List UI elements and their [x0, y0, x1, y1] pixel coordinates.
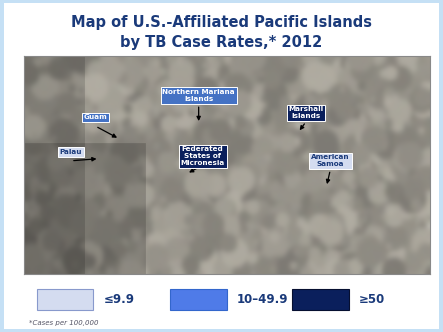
Bar — [170, 289, 227, 310]
Text: American
Samoa: American Samoa — [311, 154, 350, 167]
Text: *Cases per 100,000: *Cases per 100,000 — [29, 320, 98, 326]
Text: Northern Mariana
Islands: Northern Mariana Islands — [162, 89, 235, 102]
Text: Guam: Guam — [83, 114, 107, 120]
Text: Map of U.S.-Affiliated Pacific Islands: Map of U.S.-Affiliated Pacific Islands — [71, 15, 372, 30]
Text: Federated
States of
Micronesia: Federated States of Micronesia — [181, 146, 225, 166]
Bar — [292, 289, 349, 310]
Text: Marshall
Islands: Marshall Islands — [288, 107, 324, 120]
Text: Palau: Palau — [60, 149, 82, 155]
Text: 10–49.9: 10–49.9 — [237, 293, 289, 306]
Text: ≥50: ≥50 — [359, 293, 385, 306]
Text: by TB Case Rates,* 2012: by TB Case Rates,* 2012 — [120, 35, 323, 50]
Text: ≤9.9: ≤9.9 — [103, 293, 134, 306]
Bar — [36, 289, 93, 310]
